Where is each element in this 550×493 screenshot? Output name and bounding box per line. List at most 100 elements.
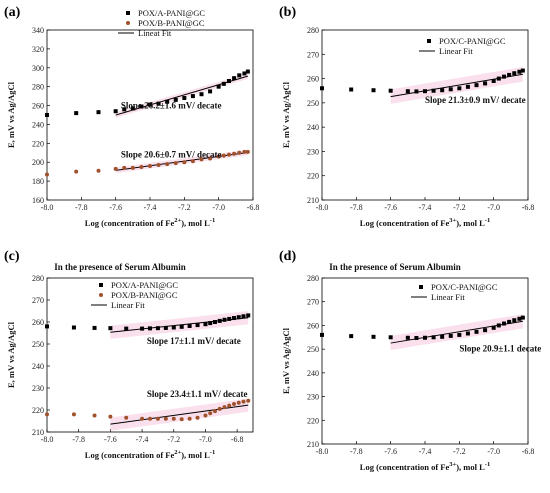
slope-annotation: Slope 17±1.1 mV/ decate [147,336,241,346]
data-point [92,325,97,330]
data-point [501,321,506,326]
data-point [231,316,236,321]
x-tick-label: -7.2 [453,203,466,212]
data-point [195,323,200,328]
data-point [222,405,227,410]
linear-fit-line [110,404,249,425]
y-tick-label: 200 [32,158,44,167]
data-point [237,150,242,155]
data-point [465,84,470,89]
data-point [491,325,496,330]
data-point [96,168,101,173]
data-point [45,412,49,417]
linear-fit-line [390,320,523,344]
y-tick-label: 260 [307,321,319,330]
data-point [246,398,251,403]
y-tick-label: 280 [32,274,44,283]
x-tick-label: -7.0 [199,435,212,444]
data-point [155,416,160,421]
data-point [217,318,222,323]
y-tick-label: 160 [32,196,44,205]
data-point [440,334,445,339]
data-point [171,325,176,330]
plot-frame [46,277,254,433]
x-tick-label: -7.6 [104,435,117,444]
y-axis-label: E, mV vs Ag/AgCl [281,81,291,148]
data-point [242,71,247,76]
data-point [130,106,135,111]
data-point [227,316,232,321]
y-tick-label: 210 [32,428,44,437]
y-tick-label: 260 [32,318,44,327]
legend-label: Lineat Fit [138,28,172,38]
x-tick-label: -7.8 [350,203,363,212]
y-tick-label: 270 [32,296,44,305]
y-axis-label: E, mV vs Ag/AgCl [6,321,16,388]
plot-frame [321,277,529,445]
legend-label: POX/C-PANI@GC [439,36,506,46]
data-point [507,319,512,324]
data-point [139,164,144,169]
data-point [388,335,393,340]
data-point [517,316,522,321]
data-point [483,328,488,333]
data-point [165,162,170,167]
panel-label: (c) [4,249,20,264]
y-tick-label: 260 [307,75,319,84]
data-point [163,325,168,330]
slope-annotation: Slope 20.6±0.7 mV/ decate [121,150,222,160]
data-point [216,154,221,159]
data-point [124,415,129,420]
data-point [517,69,522,74]
data-point [520,315,525,320]
data-point [71,412,76,417]
slope-annotation: Slope 23.4±1.1 mV/ decate [147,389,248,399]
data-point [45,113,49,117]
y-tick-label: 220 [32,406,44,415]
data-point [405,335,410,340]
data-point [371,88,376,93]
x-tick-label: -7.0 [487,203,500,212]
data-point [457,86,462,91]
x-tick-label: -7.0 [487,447,500,456]
y-tick-label: 220 [32,139,44,148]
data-point [245,69,250,74]
data-point [190,159,195,164]
x-axis-label: Log (concentration of Fe3+), mol L-1 [360,461,490,472]
data-point [195,415,200,420]
data-point [155,326,160,331]
x-tick-label: -7.8 [75,203,88,212]
y-tick-label: 220 [307,172,319,181]
data-point [45,324,49,329]
data-point [148,326,152,331]
data-point [507,72,512,77]
data-point [414,335,419,340]
data-point [148,164,152,168]
x-tick-label: -7.2 [178,203,191,212]
legend-label: Linear Fit [431,292,465,302]
data-point [208,321,213,326]
x-tick-label: -7.6 [384,447,397,456]
data-point [74,169,79,174]
data-point [440,88,445,93]
x-tick-label: -7.4 [419,447,432,456]
data-point [320,332,324,337]
data-point [92,413,97,418]
data-point [221,81,226,86]
data-point [173,161,178,166]
y-tick-label: 280 [32,83,44,92]
data-point [236,315,241,320]
y-tick-label: 280 [307,274,319,283]
panel-c: (c) In the presence of Serum Albumin 210 22… [0,244,275,488]
y-tick-label: 270 [307,298,319,307]
data-point [113,109,118,114]
data-point [232,151,237,156]
x-tick-label: -7.2 [453,447,466,456]
y-tick-label: 230 [307,393,319,402]
x-tick-label: -7.8 [72,435,85,444]
data-point [212,409,217,414]
data-point [217,406,222,411]
data-point [165,99,170,104]
y-tick-label: 300 [32,64,44,73]
legend-marker [419,285,423,289]
